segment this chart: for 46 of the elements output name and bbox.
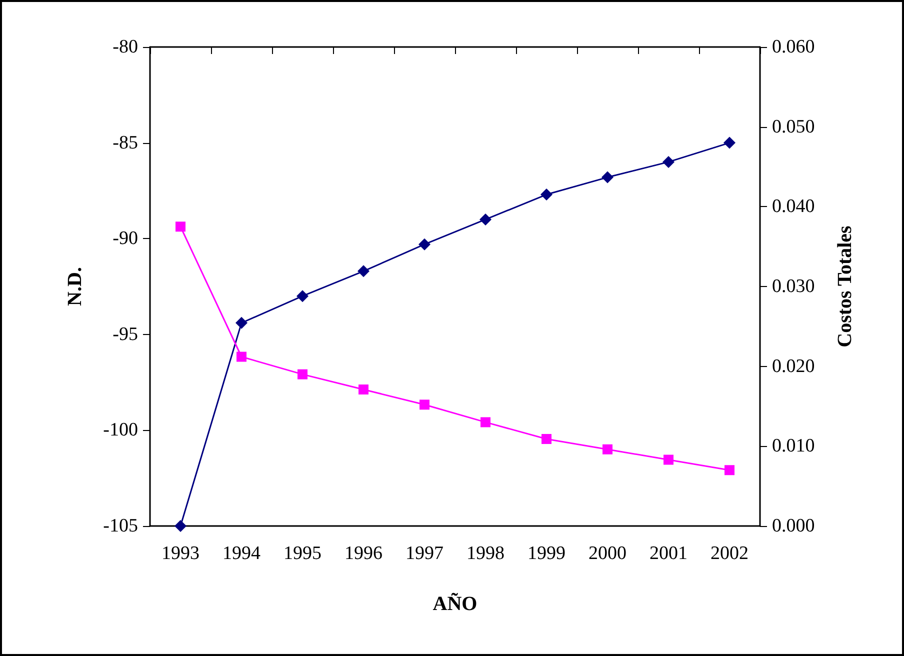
point [602,444,612,454]
point [174,520,186,532]
point [724,136,736,149]
point [298,369,308,380]
y2-tick-label: 0.010 [772,436,815,457]
point [540,188,552,201]
x-tick-label: 1995 [284,543,322,564]
x-tick-label: 1998 [466,543,504,564]
y-tick-label: -90 [112,228,138,250]
y2-tick-label: 0.020 [772,356,815,377]
y2-axis-title: Costos Totales [834,225,856,348]
point [358,265,370,278]
y2-tick-label: 0.060 [772,36,815,58]
x-tick-label: 1996 [344,543,382,564]
x-tick-label: 2002 [710,543,748,564]
y-tick-label: -105 [103,516,138,536]
x-tick-label: 1994 [222,543,261,564]
point [480,417,490,428]
point [542,434,552,444]
point [664,454,674,465]
point [236,316,248,329]
y2-tick-label: 0.040 [772,196,815,218]
point [296,290,308,302]
x-axis-title: AÑO [432,592,478,615]
x-tick-label: 1993 [162,543,200,564]
y-tick-label: -100 [103,420,138,441]
y-axis-title: N.D. [64,267,86,306]
y-tick-label: -95 [112,324,138,345]
point [602,171,614,184]
y-tick-label: -80 [112,36,138,58]
point [236,352,246,362]
point [420,400,430,410]
point [480,213,492,226]
x-tick-label: 2000 [588,543,626,564]
y2-tick-label: 0.030 [772,276,815,297]
point [662,156,674,168]
x-tick-label: 1999 [528,543,566,564]
point [724,465,734,476]
point [418,238,430,250]
point [176,222,186,232]
y2-tick-label: 0.050 [772,116,815,138]
point [358,384,368,394]
x-tick-label: 2001 [650,543,688,564]
x-tick-label: 1997 [406,543,444,564]
y2-tick-label: 0.000 [772,516,815,536]
y-tick-label: -85 [112,132,138,154]
